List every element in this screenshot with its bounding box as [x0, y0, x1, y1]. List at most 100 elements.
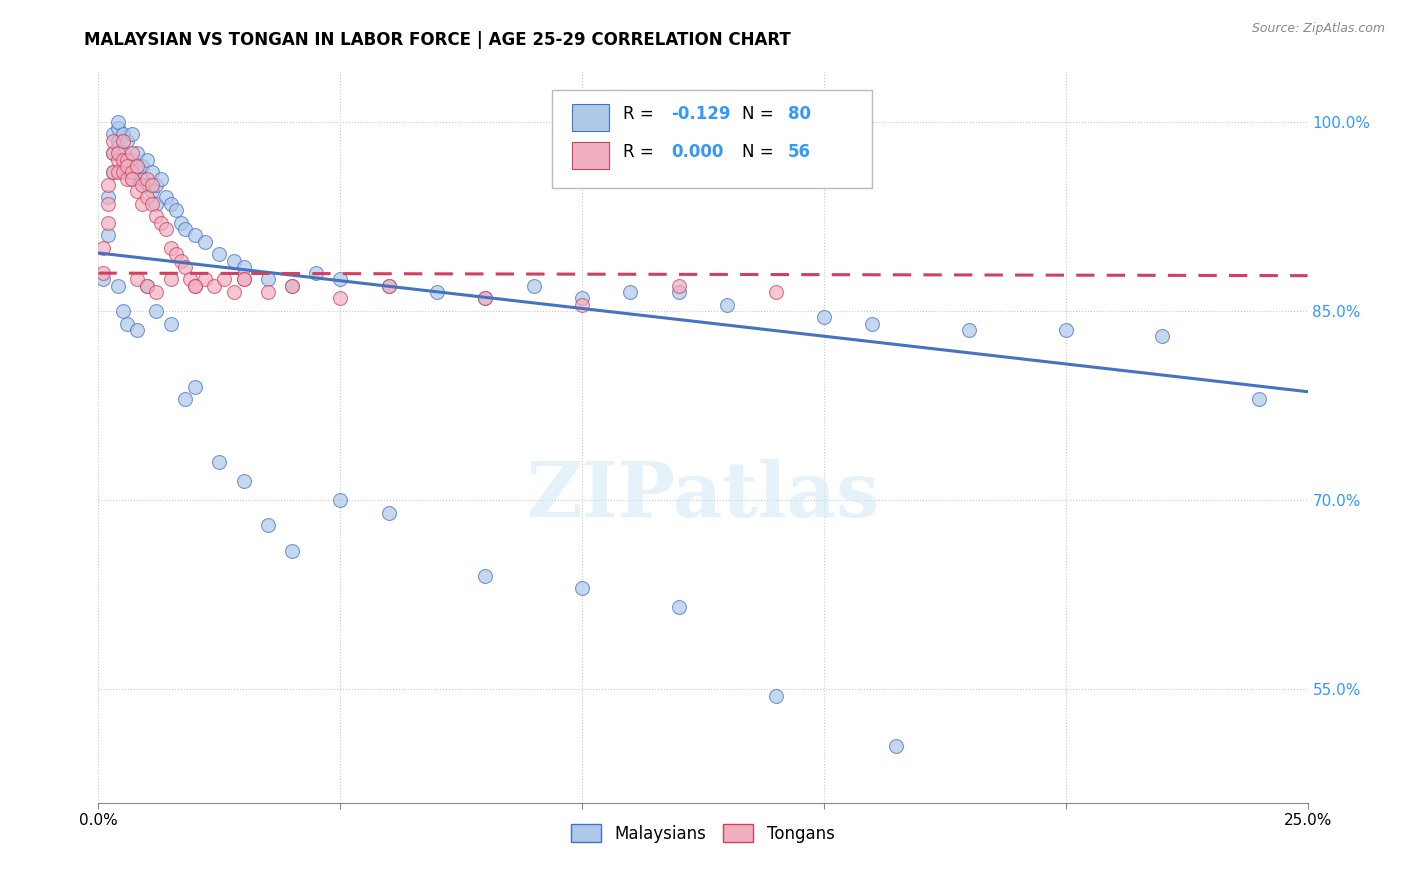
Point — [523, 278, 546, 293]
Point — [127, 184, 149, 198]
Point — [813, 310, 835, 325]
Point — [141, 184, 163, 198]
Point — [145, 210, 167, 224]
Point — [135, 171, 157, 186]
Point — [101, 165, 124, 179]
Point — [619, 285, 641, 299]
Point — [184, 228, 207, 243]
Point — [160, 317, 183, 331]
Point — [97, 190, 120, 204]
Text: 56: 56 — [787, 143, 811, 161]
Point — [184, 278, 207, 293]
Point — [165, 247, 187, 261]
Point — [281, 278, 304, 293]
Point — [135, 190, 157, 204]
Point — [571, 298, 593, 312]
Point — [886, 739, 908, 753]
Point — [101, 128, 124, 142]
Point — [97, 228, 120, 243]
FancyBboxPatch shape — [551, 90, 872, 188]
Point — [97, 216, 120, 230]
Point — [127, 272, 149, 286]
Point — [232, 272, 254, 286]
Text: 80: 80 — [787, 104, 811, 123]
Point — [117, 153, 139, 167]
Point — [141, 196, 163, 211]
Point — [160, 241, 183, 255]
Point — [256, 285, 278, 299]
Text: ZIPatlas: ZIPatlas — [526, 458, 880, 533]
Point — [281, 278, 304, 293]
Point — [184, 379, 207, 393]
Point — [377, 278, 399, 293]
Point — [256, 518, 278, 533]
Point — [111, 165, 134, 179]
Bar — [572, 142, 609, 169]
Point — [160, 196, 183, 211]
Point — [174, 392, 197, 407]
Point — [765, 689, 787, 703]
Point — [169, 216, 191, 230]
Point — [174, 260, 197, 274]
Point — [97, 196, 120, 211]
Point — [571, 582, 593, 596]
Point — [135, 278, 157, 293]
Point — [474, 291, 496, 305]
Point — [121, 146, 143, 161]
Point — [1249, 392, 1271, 407]
Point — [121, 165, 143, 179]
Point — [194, 272, 217, 286]
Point — [716, 298, 738, 312]
Point — [135, 278, 157, 293]
Text: R =: R = — [623, 143, 659, 161]
Point — [212, 272, 235, 286]
Point — [1152, 329, 1174, 343]
Point — [127, 165, 149, 179]
Point — [131, 159, 153, 173]
Legend: Malaysians, Tongans: Malaysians, Tongans — [565, 818, 841, 849]
Point — [232, 272, 254, 286]
Point — [111, 146, 134, 161]
Text: 0.000: 0.000 — [672, 143, 724, 161]
Point — [111, 128, 134, 142]
Point — [957, 323, 980, 337]
Point — [145, 196, 167, 211]
Point — [117, 159, 139, 173]
Point — [329, 291, 352, 305]
Text: MALAYSIAN VS TONGAN IN LABOR FORCE | AGE 25-29 CORRELATION CHART: MALAYSIAN VS TONGAN IN LABOR FORCE | AGE… — [84, 31, 792, 49]
Point — [184, 278, 207, 293]
Point — [121, 171, 143, 186]
Point — [150, 171, 173, 186]
Point — [668, 600, 690, 615]
Point — [1054, 323, 1077, 337]
Bar — [572, 103, 609, 131]
Text: N =: N = — [742, 143, 779, 161]
Point — [222, 285, 245, 299]
Point — [117, 153, 139, 167]
Point — [232, 260, 254, 274]
Point — [97, 178, 120, 192]
Point — [107, 146, 129, 161]
Point — [107, 115, 129, 129]
Point — [169, 253, 191, 268]
Point — [765, 285, 787, 299]
Point — [150, 216, 173, 230]
Point — [91, 272, 114, 286]
Point — [107, 278, 129, 293]
Point — [127, 159, 149, 173]
Text: Source: ZipAtlas.com: Source: ZipAtlas.com — [1251, 22, 1385, 36]
Point — [860, 317, 883, 331]
Point — [474, 569, 496, 583]
Point — [135, 178, 157, 192]
Point — [222, 253, 245, 268]
Point — [91, 266, 114, 280]
Point — [107, 153, 129, 167]
Point — [377, 506, 399, 520]
Point — [117, 317, 139, 331]
Point — [141, 165, 163, 179]
Point — [179, 272, 201, 286]
Point — [107, 134, 129, 148]
Point — [426, 285, 449, 299]
Point — [155, 190, 177, 204]
Point — [232, 474, 254, 488]
